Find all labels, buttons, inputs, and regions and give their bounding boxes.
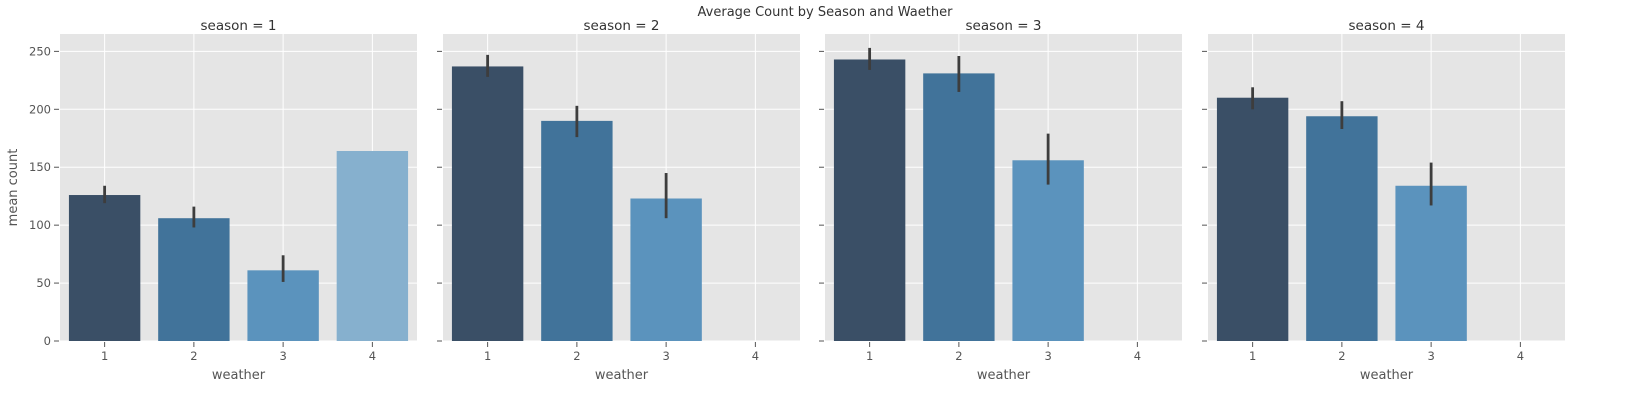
x-tick-label: 3 [279,349,286,363]
x-tick-label: 1 [484,349,491,363]
y-tick-label: 150 [29,160,51,174]
x-tick-label: 2 [190,349,197,363]
x-tick-label: 2 [955,349,962,363]
y-tick-label: 100 [29,218,51,232]
bar-season-2-weather-2 [541,120,613,341]
x-axis-label: weather [1360,368,1414,383]
x-tick-label: 4 [752,349,759,363]
x-tick-label: 4 [1517,349,1524,363]
x-tick-label: 1 [866,349,873,363]
panel-title: season = 2 [584,18,660,34]
bar-season-4-weather-3 [1395,185,1467,341]
panel-title: season = 3 [966,18,1042,34]
bar-season-1-weather-2 [158,218,230,341]
y-tick-label: 50 [36,276,51,290]
x-tick-label: 4 [369,349,376,363]
panel-season-1: 0 50 100 150 200 250 1 2 3 4 season = 1 weather [29,18,417,383]
x-axis-label: weather [212,368,266,383]
x-tick-label: 3 [1044,349,1051,363]
bar-season-3-weather-1 [833,59,906,342]
panel-season-2: 1 2 3 4 season = 2 weather [437,18,800,383]
x-tick-label: 4 [1134,349,1141,363]
panel-season-3: 1 2 3 4 season = 3 weather [819,18,1182,383]
x-tick-label: 2 [573,349,580,363]
chart-title: Average Count by Season and Waether [698,5,954,20]
panel-season-4: 1 2 3 4 season = 4 weather [1202,18,1565,383]
x-tick-label: 2 [1338,349,1345,363]
x-tick-label: 1 [1249,349,1256,363]
y-axis-label: mean count [6,149,21,227]
x-tick-label: 3 [662,349,669,363]
y-tick-label: 200 [29,102,51,116]
x-tick-label: 3 [1427,349,1434,363]
panels-layer: 0 50 100 150 200 250 1 2 3 4 season = 1 weather 1 2 3 4… [6,18,1565,383]
bar-season-2-weather-1 [451,66,524,341]
bar-season-2-weather-3 [630,198,702,341]
x-axis-label: weather [595,368,649,383]
bar-season-3-weather-2 [923,73,995,342]
bar-season-3-weather-3 [1012,160,1084,341]
bar-season-4-weather-2 [1306,116,1378,341]
panel-title: season = 4 [1349,18,1425,34]
x-axis-label: weather [977,368,1031,383]
y-tick-label: 250 [29,44,51,58]
bar-season-4-weather-1 [1216,97,1289,341]
panel-title: season = 1 [201,18,277,34]
bar-season-1-weather-1 [68,195,141,341]
bar-season-1-weather-3 [247,270,319,341]
y-tick-label: 0 [44,334,51,348]
x-tick-label: 1 [101,349,108,363]
bar-season-1-weather-4 [336,151,409,341]
